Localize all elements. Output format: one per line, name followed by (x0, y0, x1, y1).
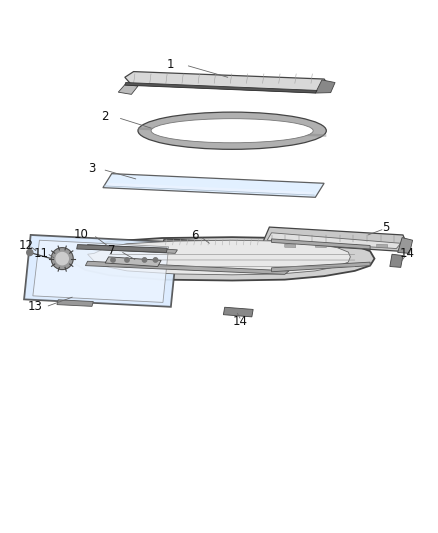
Ellipse shape (138, 112, 326, 149)
Text: 6: 6 (191, 229, 199, 243)
Circle shape (111, 258, 115, 262)
Polygon shape (85, 245, 177, 253)
Polygon shape (24, 235, 177, 307)
Polygon shape (346, 244, 357, 248)
Text: 10: 10 (74, 229, 88, 241)
Text: 2: 2 (101, 110, 109, 123)
Text: 5: 5 (382, 221, 389, 233)
Polygon shape (33, 240, 169, 302)
Polygon shape (107, 183, 313, 195)
Circle shape (51, 248, 73, 270)
Text: 14: 14 (233, 315, 247, 328)
Polygon shape (267, 233, 401, 248)
Circle shape (58, 259, 63, 263)
Circle shape (56, 253, 68, 265)
Polygon shape (105, 257, 161, 266)
Circle shape (142, 258, 147, 262)
Polygon shape (315, 244, 326, 248)
Polygon shape (125, 71, 331, 93)
Polygon shape (162, 239, 263, 250)
Text: 3: 3 (88, 162, 95, 175)
Polygon shape (138, 127, 326, 137)
Text: 7: 7 (108, 244, 116, 257)
Polygon shape (263, 227, 407, 251)
Polygon shape (77, 245, 167, 253)
Polygon shape (390, 254, 403, 268)
Text: 13: 13 (28, 300, 42, 313)
Polygon shape (223, 307, 253, 317)
Ellipse shape (151, 119, 313, 143)
Circle shape (125, 258, 129, 262)
Circle shape (153, 258, 158, 262)
Text: 14: 14 (400, 247, 415, 260)
Text: 12: 12 (19, 239, 34, 252)
Polygon shape (285, 244, 296, 248)
Text: 1: 1 (167, 58, 175, 71)
Polygon shape (272, 262, 370, 272)
Polygon shape (68, 237, 374, 280)
Text: 11: 11 (34, 247, 49, 260)
Polygon shape (85, 261, 289, 274)
Polygon shape (315, 80, 335, 93)
Polygon shape (57, 300, 93, 306)
Polygon shape (118, 85, 138, 94)
Polygon shape (272, 239, 370, 249)
Polygon shape (88, 240, 350, 275)
Polygon shape (398, 238, 413, 253)
Polygon shape (125, 83, 317, 93)
Polygon shape (24, 235, 177, 307)
Polygon shape (103, 174, 324, 197)
Polygon shape (377, 244, 388, 248)
Circle shape (27, 249, 33, 255)
